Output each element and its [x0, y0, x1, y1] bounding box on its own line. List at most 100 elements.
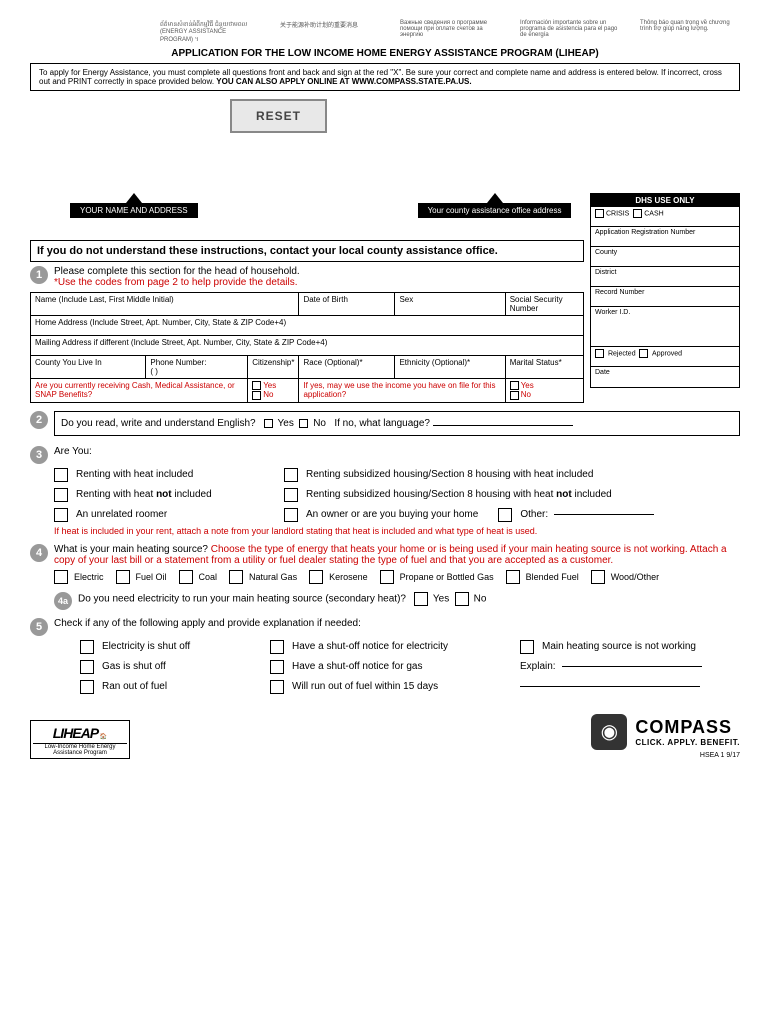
q2-no-checkbox[interactable]: [299, 419, 308, 428]
section-1-number: 1: [30, 266, 48, 284]
section-3-number: 3: [30, 446, 48, 464]
heat-wood-checkbox[interactable]: [591, 570, 605, 584]
q3-opt4-checkbox[interactable]: [284, 488, 298, 502]
heat-propane-checkbox[interactable]: [380, 570, 394, 584]
q5-gas-notice-checkbox[interactable]: [270, 660, 284, 674]
q5-c1r1: Electricity is shut off: [102, 641, 190, 652]
dhs-use-only-box: DHS USE ONLY CRISIS CASH Application Reg…: [590, 193, 740, 388]
heat-kerosene-checkbox[interactable]: [309, 570, 323, 584]
section-4-number: 4: [30, 544, 48, 562]
lang-4: Información importante sobre un programa…: [520, 20, 620, 44]
county-office-label: Your county assistance office address: [418, 203, 572, 218]
arrow-icon: [487, 193, 503, 203]
dhs-record: Record Number: [591, 287, 739, 307]
q5-c2r2: Have a shut-off notice for gas: [292, 661, 422, 672]
q3-opt5-checkbox[interactable]: [54, 508, 68, 522]
field-ethnicity[interactable]: Ethnicity (Optional)*: [395, 356, 505, 379]
q5-c2r3: Will run out of fuel within 15 days: [292, 681, 438, 692]
heat-fueloil: Fuel Oil: [136, 572, 167, 582]
field-marital[interactable]: Marital Status*: [505, 356, 583, 379]
heat-blended-checkbox[interactable]: [506, 570, 520, 584]
dhs-crisis-cash: CRISIS CASH: [591, 207, 739, 227]
dhs-district: District: [591, 267, 739, 287]
lang-2: 关于能源补助计划的重要消息: [280, 20, 380, 44]
q5-elec-off-checkbox[interactable]: [80, 640, 94, 654]
q3-opt6-checkbox[interactable]: [284, 508, 298, 522]
q3-opt3: Renting with heat not included: [76, 489, 212, 500]
q3-opt1-checkbox[interactable]: [54, 468, 68, 482]
heat-fueloil-checkbox[interactable]: [116, 570, 130, 584]
q4-text: What is your main heating source?: [54, 544, 208, 555]
q3-opt7: Other:: [520, 509, 548, 520]
section-4a-number: 4a: [54, 592, 72, 610]
q5-explain-2[interactable]: [520, 686, 700, 687]
q5-c1r3: Ran out of fuel: [102, 681, 167, 692]
language-notices: ព័ត៌មានសំខាន់អំពីកម្មវិធី ជំនួយថាមពល (EN…: [30, 20, 740, 44]
heat-natgas: Natural Gas: [249, 572, 297, 582]
lang-3: Важные сведения о программе помощи при о…: [400, 20, 500, 44]
field-phone[interactable]: Phone Number:( ): [146, 356, 248, 379]
field-home-address[interactable]: Home Address (Include Street, Apt. Numbe…: [31, 316, 584, 336]
name-address-label: YOUR NAME AND ADDRESS: [70, 203, 198, 218]
q4a-text: Do you need electricity to run your main…: [78, 593, 406, 604]
q3-text: Are You:: [54, 446, 740, 457]
field-sex[interactable]: Sex: [395, 293, 505, 316]
heat-natgas-checkbox[interactable]: [229, 570, 243, 584]
field-ssn[interactable]: Social Security Number: [505, 293, 583, 316]
intro-bold: YOU CAN ALSO APPLY ONLINE AT WWW.COMPASS…: [216, 77, 471, 86]
q2-lang-input[interactable]: [433, 425, 573, 426]
q3-other-input[interactable]: [554, 514, 654, 515]
dhs-worker: Worker I.D.: [591, 307, 739, 347]
dhs-date: Date: [591, 367, 739, 387]
field-name[interactable]: Name (Include Last, First Middle Initial…: [31, 293, 299, 316]
q5-text: Check if any of the following apply and …: [54, 618, 740, 629]
instructions-bar: If you do not understand these instructi…: [30, 240, 584, 262]
q5-elec-notice-checkbox[interactable]: [270, 640, 284, 654]
heat-kerosene: Kerosene: [329, 572, 368, 582]
q2-yes-checkbox[interactable]: [264, 419, 273, 428]
lang-5: Thông báo quan trọng về chương trình trợ…: [640, 20, 740, 44]
intro-box: To apply for Energy Assistance, you must…: [30, 63, 740, 91]
dhs-county: County: [591, 247, 739, 267]
section-1-subtitle: *Use the codes from page 2 to help provi…: [54, 277, 297, 288]
heat-coal-checkbox[interactable]: [179, 570, 193, 584]
q3-opt2: Renting subsidized housing/Section 8 hou…: [306, 469, 593, 480]
field-citizenship[interactable]: Citizenship*: [248, 356, 299, 379]
q4a-yes-checkbox[interactable]: [414, 592, 428, 606]
field-county[interactable]: County You Live In: [31, 356, 146, 379]
heat-electric-checkbox[interactable]: [54, 570, 68, 584]
q3-opt1: Renting with heat included: [76, 469, 193, 480]
heat-wood: Wood/Other: [611, 572, 659, 582]
q3-opt7-checkbox[interactable]: [498, 508, 512, 522]
lang-1: ព័ត៌មានសំខាន់អំពីកម្មវិធី ជំនួយថាមពល (EN…: [160, 20, 260, 44]
field-snap-options[interactable]: Yes No: [248, 379, 299, 403]
q3-opt3-checkbox[interactable]: [54, 488, 68, 502]
dhs-status: Rejected Approved: [591, 347, 739, 367]
q3-note: If heat is included in your rent, attach…: [54, 526, 740, 536]
q5-c2r1: Have a shut-off notice for electricity: [292, 641, 448, 652]
q5-gas-off-checkbox[interactable]: [80, 660, 94, 674]
q3-opt4: Renting subsidized housing/Section 8 hou…: [306, 489, 612, 500]
field-mailing-address[interactable]: Mailing Address if different (Include St…: [31, 336, 584, 356]
q5-c1r2: Gas is shut off: [102, 661, 166, 672]
q3-opt2-checkbox[interactable]: [284, 468, 298, 482]
q5-main-notworking-checkbox[interactable]: [520, 640, 534, 654]
q5-ranout-checkbox[interactable]: [80, 680, 94, 694]
section-1-title: Please complete this section for the hea…: [54, 266, 300, 277]
q5-explain-label: Explain:: [520, 661, 556, 672]
q2-text: Do you read, write and understand Englis…: [61, 418, 256, 429]
compass-title: COMPASS: [635, 717, 740, 738]
field-income-options[interactable]: Yes No: [505, 379, 583, 403]
heat-blended: Blended Fuel: [526, 572, 579, 582]
liheap-logo: LIHEAP 🏠 Low-Income Home Energy Assistan…: [30, 720, 130, 759]
q3-opt6: An owner or are you buying your home: [306, 509, 478, 520]
q5-willrunout-checkbox[interactable]: [270, 680, 284, 694]
section-2-box: Do you read, write and understand Englis…: [54, 411, 740, 436]
q4a-no-checkbox[interactable]: [455, 592, 469, 606]
arrow-icon: [126, 193, 142, 203]
q5-explain-1[interactable]: [562, 666, 702, 667]
field-race[interactable]: Race (Optional)*: [299, 356, 395, 379]
form-title: APPLICATION FOR THE LOW INCOME HOME ENER…: [30, 48, 740, 59]
field-dob[interactable]: Date of Birth: [299, 293, 395, 316]
reset-button[interactable]: RESET: [230, 99, 327, 133]
